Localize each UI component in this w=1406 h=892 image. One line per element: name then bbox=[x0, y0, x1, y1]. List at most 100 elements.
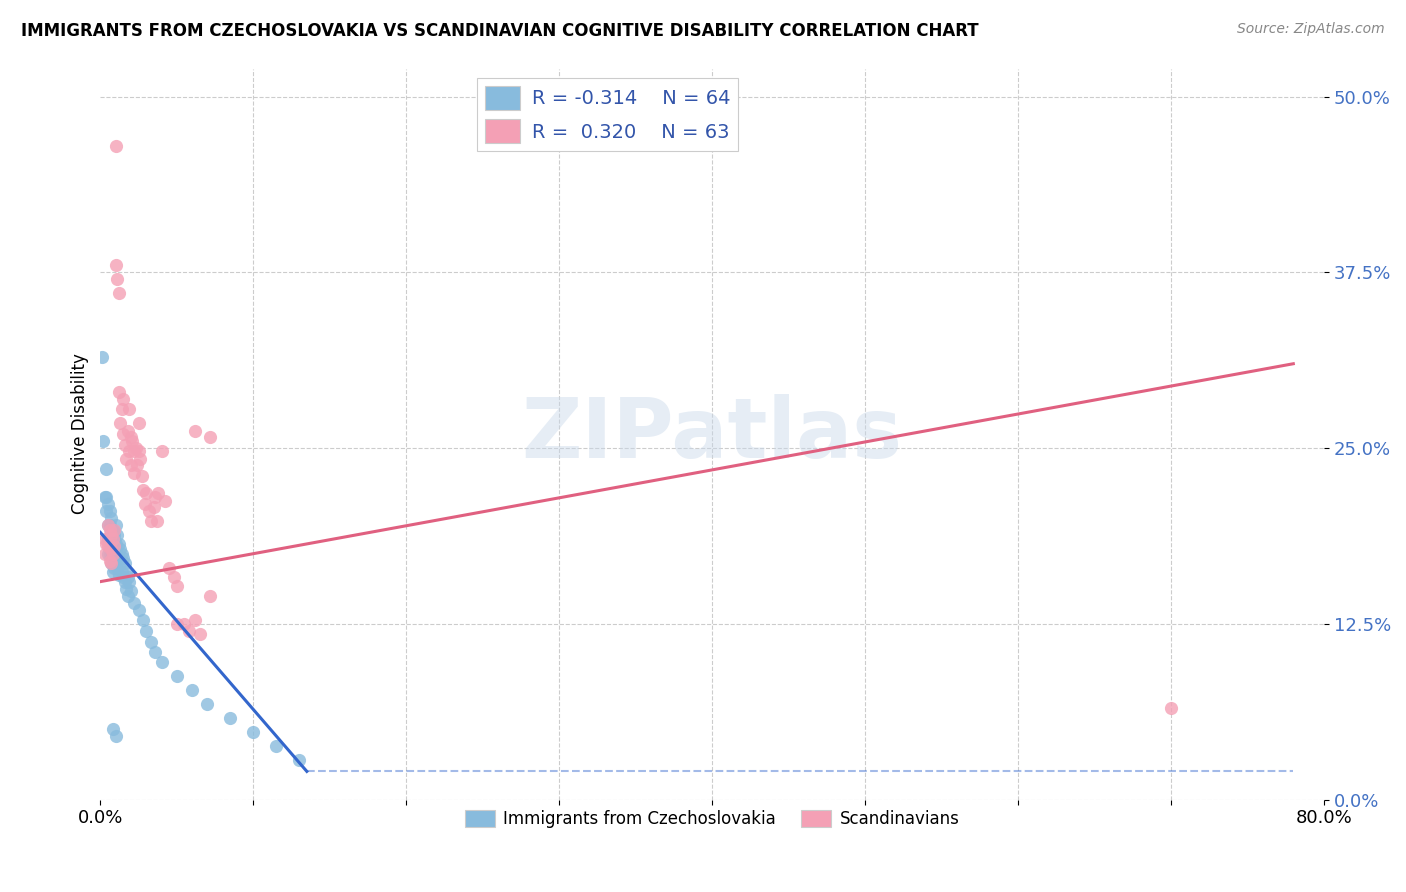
Point bbox=[97, 518, 120, 533]
Point bbox=[98, 533, 121, 547]
Point bbox=[148, 486, 170, 500]
Point bbox=[112, 570, 135, 584]
Y-axis label: Cognitive Disability: Cognitive Disability bbox=[72, 353, 89, 515]
Point bbox=[97, 518, 120, 533]
Point bbox=[132, 483, 155, 498]
Point bbox=[115, 565, 138, 579]
Point bbox=[98, 504, 121, 518]
Point bbox=[115, 582, 138, 596]
Point bbox=[104, 729, 127, 743]
Point bbox=[114, 574, 136, 589]
Point bbox=[101, 533, 124, 547]
Point bbox=[110, 557, 132, 571]
Point bbox=[142, 500, 165, 515]
Point bbox=[131, 469, 153, 483]
Point bbox=[98, 553, 121, 567]
Point bbox=[139, 635, 162, 649]
Point bbox=[110, 416, 132, 430]
Point bbox=[163, 570, 186, 584]
Point bbox=[101, 565, 124, 579]
Point bbox=[173, 616, 195, 631]
Point bbox=[100, 528, 122, 542]
Point bbox=[1160, 701, 1182, 715]
Point bbox=[146, 514, 169, 528]
Point bbox=[94, 547, 117, 561]
Point bbox=[184, 424, 207, 438]
Point bbox=[150, 443, 173, 458]
Point bbox=[104, 138, 127, 153]
Point bbox=[264, 739, 287, 753]
Point bbox=[115, 452, 138, 467]
Point bbox=[100, 525, 122, 540]
Point bbox=[90, 350, 112, 364]
Point bbox=[97, 533, 120, 547]
Point bbox=[122, 443, 145, 458]
Point bbox=[107, 384, 129, 399]
Point bbox=[188, 626, 211, 640]
Point bbox=[103, 540, 125, 554]
Point bbox=[128, 443, 150, 458]
Point bbox=[111, 565, 134, 579]
Point bbox=[101, 536, 124, 550]
Point bbox=[97, 540, 120, 554]
Point bbox=[103, 560, 125, 574]
Point bbox=[288, 753, 311, 767]
Point bbox=[101, 523, 124, 537]
Point bbox=[117, 570, 139, 584]
Point bbox=[107, 536, 129, 550]
Point bbox=[153, 494, 176, 508]
Point bbox=[200, 430, 222, 444]
Point bbox=[100, 557, 122, 571]
Point bbox=[101, 550, 124, 565]
Point bbox=[122, 596, 145, 610]
Point bbox=[181, 682, 204, 697]
Point bbox=[128, 416, 150, 430]
Point bbox=[135, 624, 157, 638]
Point bbox=[96, 462, 118, 476]
Point bbox=[93, 434, 115, 448]
Point bbox=[111, 401, 134, 416]
Point bbox=[105, 560, 128, 574]
Point bbox=[105, 547, 128, 561]
Point bbox=[122, 467, 145, 481]
Point bbox=[112, 427, 135, 442]
Point bbox=[112, 550, 135, 565]
Point bbox=[98, 518, 121, 533]
Point bbox=[107, 286, 129, 301]
Point bbox=[118, 401, 141, 416]
Point bbox=[101, 547, 124, 561]
Point bbox=[96, 504, 118, 518]
Point bbox=[166, 616, 188, 631]
Point bbox=[104, 536, 127, 550]
Point bbox=[120, 430, 142, 444]
Text: ZIPatlas: ZIPatlas bbox=[522, 393, 903, 475]
Point bbox=[166, 579, 188, 593]
Point bbox=[104, 258, 127, 272]
Point bbox=[124, 441, 146, 455]
Point bbox=[107, 567, 129, 582]
Point bbox=[134, 497, 156, 511]
Point bbox=[197, 697, 219, 711]
Point bbox=[103, 528, 125, 542]
Point bbox=[103, 542, 125, 557]
Point bbox=[120, 458, 142, 472]
Point bbox=[166, 669, 188, 683]
Point bbox=[145, 645, 167, 659]
Point bbox=[98, 540, 121, 554]
Text: Source: ZipAtlas.com: Source: ZipAtlas.com bbox=[1237, 22, 1385, 37]
Point bbox=[104, 553, 127, 567]
Point bbox=[104, 518, 127, 533]
Legend: Immigrants from Czechoslovakia, Scandinavians: Immigrants from Czechoslovakia, Scandina… bbox=[458, 804, 966, 835]
Point bbox=[105, 272, 128, 286]
Point bbox=[242, 725, 264, 739]
Point bbox=[135, 486, 157, 500]
Point bbox=[145, 490, 167, 504]
Point bbox=[219, 711, 242, 725]
Point bbox=[200, 589, 222, 603]
Point bbox=[120, 584, 142, 599]
Point bbox=[111, 547, 134, 561]
Point bbox=[94, 490, 117, 504]
Point bbox=[184, 613, 207, 627]
Point bbox=[114, 438, 136, 452]
Point bbox=[114, 557, 136, 571]
